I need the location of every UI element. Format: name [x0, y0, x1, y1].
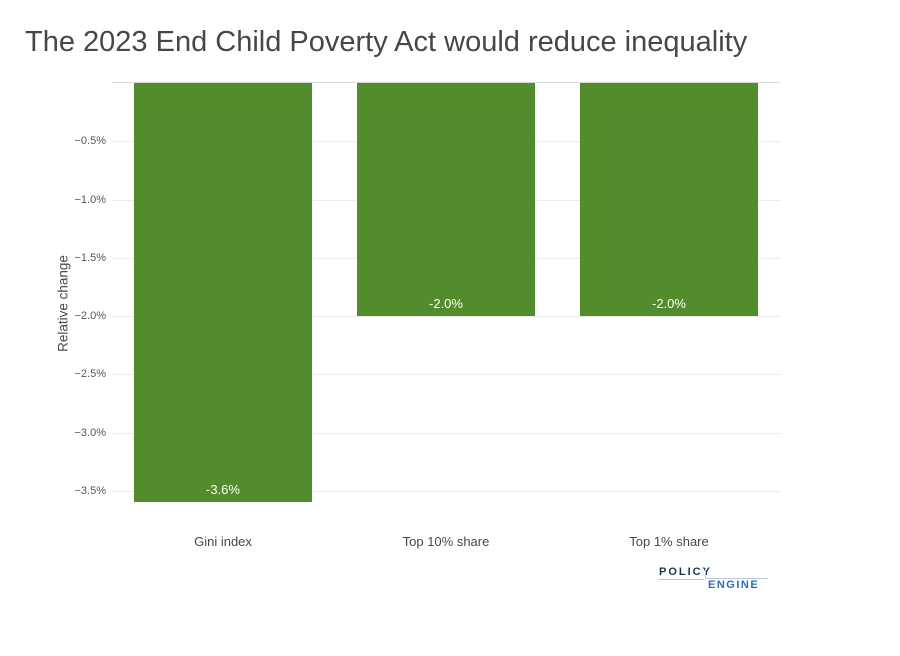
gridline [112, 433, 780, 434]
gridline [112, 374, 780, 375]
bar-top-1-share[interactable]: -2.0% [580, 83, 758, 316]
logo-engine-text: ENGINE [708, 579, 760, 591]
logo-rule-vertical [705, 568, 706, 579]
x-tick-label: Top 1% share [629, 534, 709, 549]
logo-rule-top [705, 578, 768, 579]
y-tick-label: −1.0% [74, 194, 107, 206]
logo-rule-bottom [658, 579, 704, 580]
bar-gini-index[interactable]: -3.6% [134, 83, 312, 502]
chart-title: The 2023 End Child Poverty Act would red… [25, 26, 748, 58]
bar-value-label: -2.0% [429, 296, 463, 311]
y-tick-label: −3.0% [74, 427, 107, 439]
policyengine-logo: POLICY ENGINE [658, 566, 770, 591]
x-tick-label: Top 10% share [402, 534, 490, 549]
y-tick-label: −0.5% [74, 135, 107, 147]
bar-top-10-share[interactable]: -2.0% [357, 83, 535, 316]
x-tick-label: Gini index [194, 534, 252, 549]
y-tick-label: −1.5% [74, 252, 107, 264]
y-tick-label: −2.0% [74, 310, 107, 322]
gridline [112, 316, 780, 317]
bar-value-label: -3.6% [206, 482, 240, 497]
bar-value-label: -2.0% [652, 296, 686, 311]
logo-policy-text: POLICY [659, 566, 712, 578]
plot-area: −0.5% −1.0% −1.5% −2.0% −2.5% −3.0% −3.5% -3.6%… [75, 82, 780, 549]
gridline [112, 491, 780, 492]
y-tick-label: −3.5% [74, 485, 107, 497]
y-tick-label: −2.5% [74, 368, 107, 380]
